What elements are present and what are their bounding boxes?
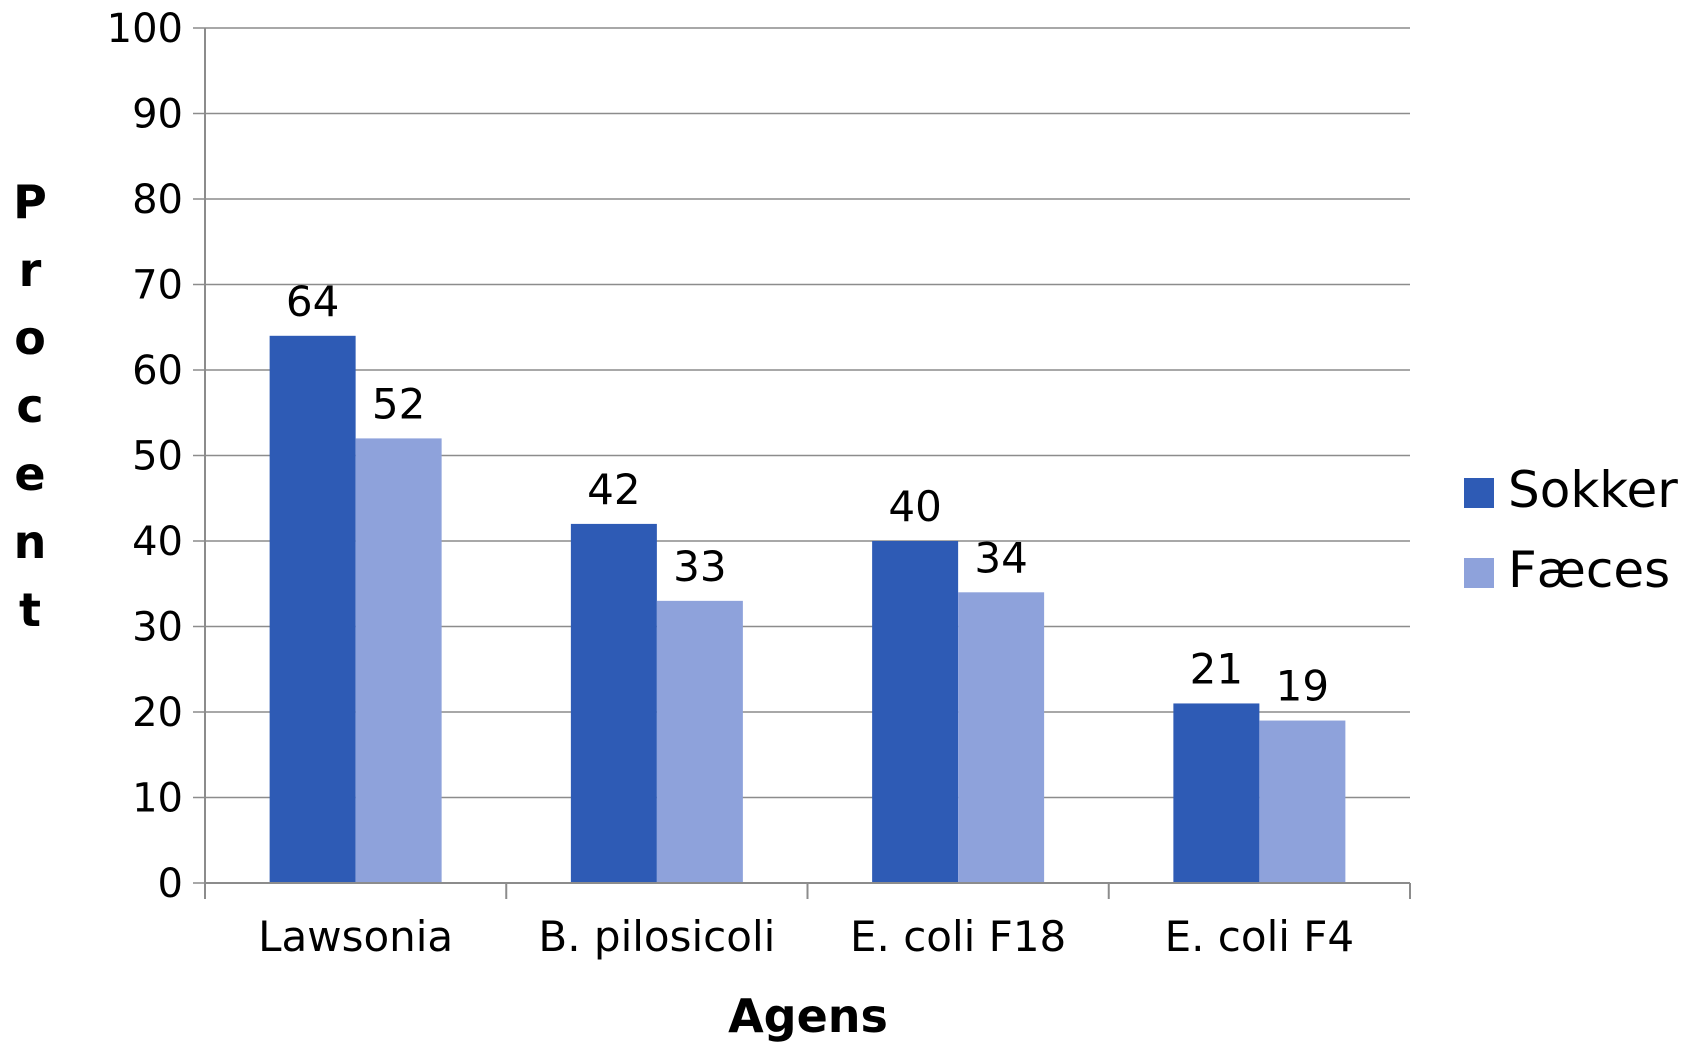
y-axis-ticks: 0 10 20 30 40 50 60 70 80 90 100 — [107, 6, 183, 907]
y-tick-label: 100 — [107, 6, 183, 52]
legend-label: Fæces — [1508, 541, 1670, 599]
y-axis-title-letter: o — [14, 311, 46, 365]
data-label: 33 — [673, 542, 726, 591]
y-tick-label: 70 — [132, 263, 183, 309]
data-labels: 64 52 42 33 40 34 21 19 — [286, 277, 1329, 711]
y-tick-label: 90 — [132, 92, 183, 138]
data-label: 19 — [1276, 662, 1329, 711]
y-axis-title-letter: t — [19, 583, 41, 637]
x-tick-label: E. coli F18 — [850, 912, 1066, 961]
bar — [570, 523, 657, 883]
data-label: 64 — [286, 277, 339, 326]
bars — [269, 335, 1346, 883]
bar — [1259, 720, 1346, 883]
x-tick-label: E. coli F4 — [1165, 912, 1355, 961]
bar — [958, 592, 1045, 883]
x-axis: Lawsonia B. pilosicoli E. coli F18 E. coli … — [204, 28, 1411, 961]
x-axis-title: Agens — [728, 989, 888, 1043]
y-tick-label: 80 — [132, 177, 183, 223]
data-label: 52 — [372, 379, 425, 428]
data-label: 21 — [1190, 644, 1243, 693]
y-tick-label: 60 — [132, 348, 183, 394]
bar — [656, 600, 743, 883]
y-tick-label: 50 — [132, 434, 183, 480]
y-axis-title-letter: r — [19, 243, 42, 297]
bar — [269, 335, 356, 883]
y-axis-title-letter: P — [13, 175, 47, 229]
data-label: 42 — [587, 465, 640, 514]
y-tick-label: 0 — [158, 861, 183, 907]
y-axis-title-letter: c — [16, 379, 43, 433]
y-tick-label: 40 — [132, 519, 183, 565]
y-axis-title-letter: n — [14, 515, 47, 569]
bar — [1173, 703, 1260, 883]
y-axis-title-letter: e — [14, 447, 45, 501]
legend-label: Sokker — [1508, 461, 1678, 519]
y-tick-label: 10 — [132, 776, 183, 822]
y-tick-label: 30 — [132, 605, 183, 651]
legend-swatch — [1464, 558, 1494, 588]
y-tick-label: 20 — [132, 690, 183, 736]
bar — [872, 541, 959, 883]
data-label: 40 — [888, 482, 941, 531]
data-label: 34 — [974, 533, 1027, 582]
x-tick-label: Lawsonia — [258, 912, 453, 961]
legend-swatch — [1464, 478, 1494, 508]
legend: Sokker Fæces — [1464, 461, 1678, 599]
bar — [355, 438, 442, 883]
x-tick-label: B. pilosicoli — [538, 912, 775, 961]
